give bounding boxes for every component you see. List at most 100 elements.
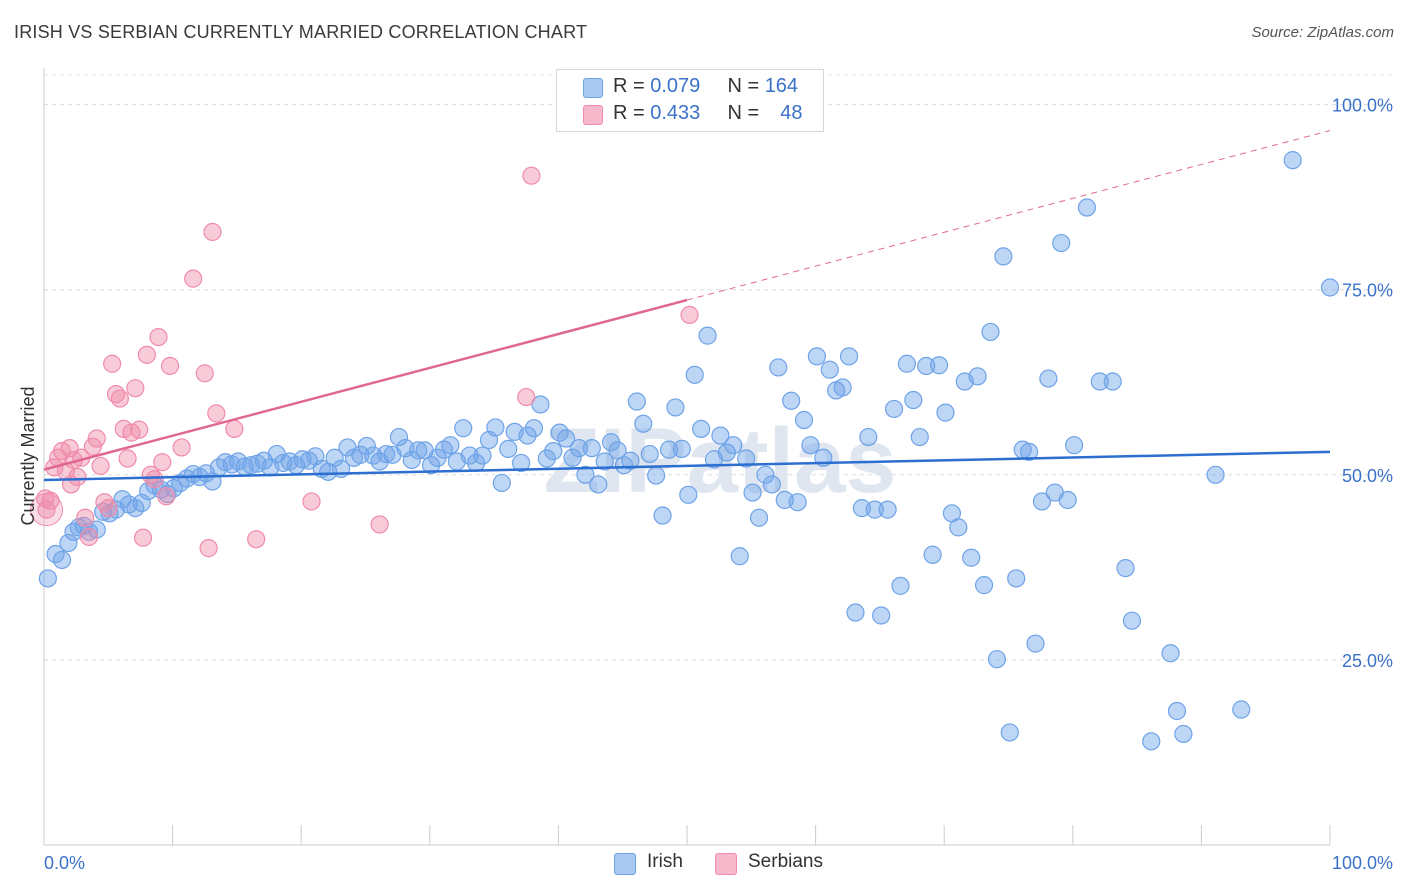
irish-point: [1039, 369, 1058, 388]
irish-trend-line: [43, 450, 1331, 482]
irish-point: [351, 445, 370, 464]
irish-point: [499, 439, 518, 458]
irish-point: [409, 441, 428, 460]
serbians-point: [126, 379, 145, 398]
irish-point: [1122, 611, 1142, 630]
legend-r-label: R =: [613, 75, 645, 97]
irish-point: [820, 360, 839, 379]
irish-point: [589, 475, 608, 494]
serbians-point: [370, 515, 389, 534]
irish-point: [1090, 372, 1109, 391]
irish-point: [962, 548, 981, 567]
irish-point: [640, 444, 659, 464]
irish-point: [743, 483, 762, 502]
serbians-point: [118, 449, 137, 468]
irish-point: [582, 439, 601, 458]
irish-point: [724, 436, 743, 455]
irish-point: [544, 442, 563, 461]
legend-n-label: N =: [727, 102, 760, 124]
irish-point: [1320, 278, 1340, 297]
irish-point: [859, 427, 878, 447]
irish-point: [402, 450, 421, 470]
legend-swatch-serbians: [583, 105, 603, 125]
irish-point: [974, 576, 994, 595]
irish-point: [59, 533, 78, 553]
serbians-point: [680, 305, 699, 324]
y-tick-label: 100.0%: [1332, 96, 1393, 116]
irish-point: [1019, 442, 1039, 461]
irish-point: [1026, 634, 1045, 653]
serbians-point: [99, 499, 118, 518]
irish-point: [473, 446, 492, 465]
bottom-legend-swatch-serbians: [715, 853, 737, 875]
irish-point: [994, 247, 1013, 266]
irish-point: [672, 439, 691, 458]
irish-point: [929, 356, 949, 375]
irish-point: [595, 452, 614, 471]
bottom-legend-swatch-irish: [614, 853, 636, 875]
irish-point: [756, 465, 775, 484]
y-tick-label: 25.0%: [1342, 651, 1393, 671]
chart-title: IRISH VS SERBIAN CURRENTLY MARRIED CORRE…: [14, 22, 588, 42]
irish-point: [666, 398, 685, 417]
irish-point: [454, 419, 473, 438]
serbians-point: [30, 493, 64, 527]
irish-point: [981, 322, 1000, 342]
serbians-point: [203, 222, 222, 242]
irish-point: [923, 545, 942, 564]
irish-point: [711, 426, 730, 445]
irish-point: [38, 569, 57, 588]
irish-point: [518, 426, 537, 445]
irish-point: [685, 365, 704, 384]
irish-point: [1052, 233, 1071, 253]
irish-point: [910, 427, 929, 447]
irish-point: [987, 650, 1007, 669]
serbians-trend-line: [43, 298, 688, 471]
irish-point: [730, 547, 749, 566]
irish-point: [782, 391, 801, 410]
irish-point: [659, 440, 679, 459]
serbians-point: [133, 528, 153, 547]
serbians-point: [184, 269, 203, 288]
irish-point: [621, 451, 640, 470]
tick-labels: 25.0% 50.0% 75.0% 100.0% 0.0% 100.0%: [44, 96, 1393, 873]
irish-point: [52, 550, 72, 570]
serbians-point: [225, 419, 244, 439]
irish-point: [357, 436, 376, 456]
serbians-trend-extension: [686, 130, 1331, 301]
irish-point: [1283, 151, 1302, 170]
irish-point: [1077, 198, 1097, 217]
irish-point: [460, 446, 479, 465]
irish-point: [389, 427, 409, 447]
irish-point: [537, 449, 556, 468]
serbians-point: [302, 492, 321, 511]
irish-point: [692, 419, 711, 439]
irish-point: [1007, 569, 1026, 588]
stats-legend: R = 0.079 N = 164 R = 0.433 N = 48: [556, 69, 824, 132]
y-tick-label: 75.0%: [1342, 281, 1393, 301]
irish-point: [865, 500, 884, 519]
irish-point: [872, 606, 891, 625]
legend-swatch-irish: [583, 78, 603, 98]
serbians-point: [247, 530, 266, 549]
irish-point: [421, 456, 441, 475]
legend-r-value: 0.433: [650, 102, 701, 124]
axes: [43, 68, 1331, 846]
x-tick-label: 0.0%: [44, 853, 85, 873]
serbians-point: [195, 364, 214, 383]
serbians-point: [153, 453, 172, 472]
serbians-point: [137, 345, 156, 364]
irish-point: [1161, 644, 1180, 663]
irish-point: [376, 444, 396, 464]
serbians-point: [522, 166, 541, 185]
irish-point: [884, 399, 904, 419]
irish-point: [576, 465, 595, 484]
irish-point: [325, 448, 344, 467]
scatter-points: [30, 151, 1340, 751]
irish-point: [492, 473, 511, 493]
serbians-point: [199, 539, 218, 558]
legend-r-value: 0.079: [650, 75, 701, 97]
irish-point: [524, 419, 544, 438]
serbians-point: [517, 387, 536, 407]
irish-point: [878, 500, 897, 519]
